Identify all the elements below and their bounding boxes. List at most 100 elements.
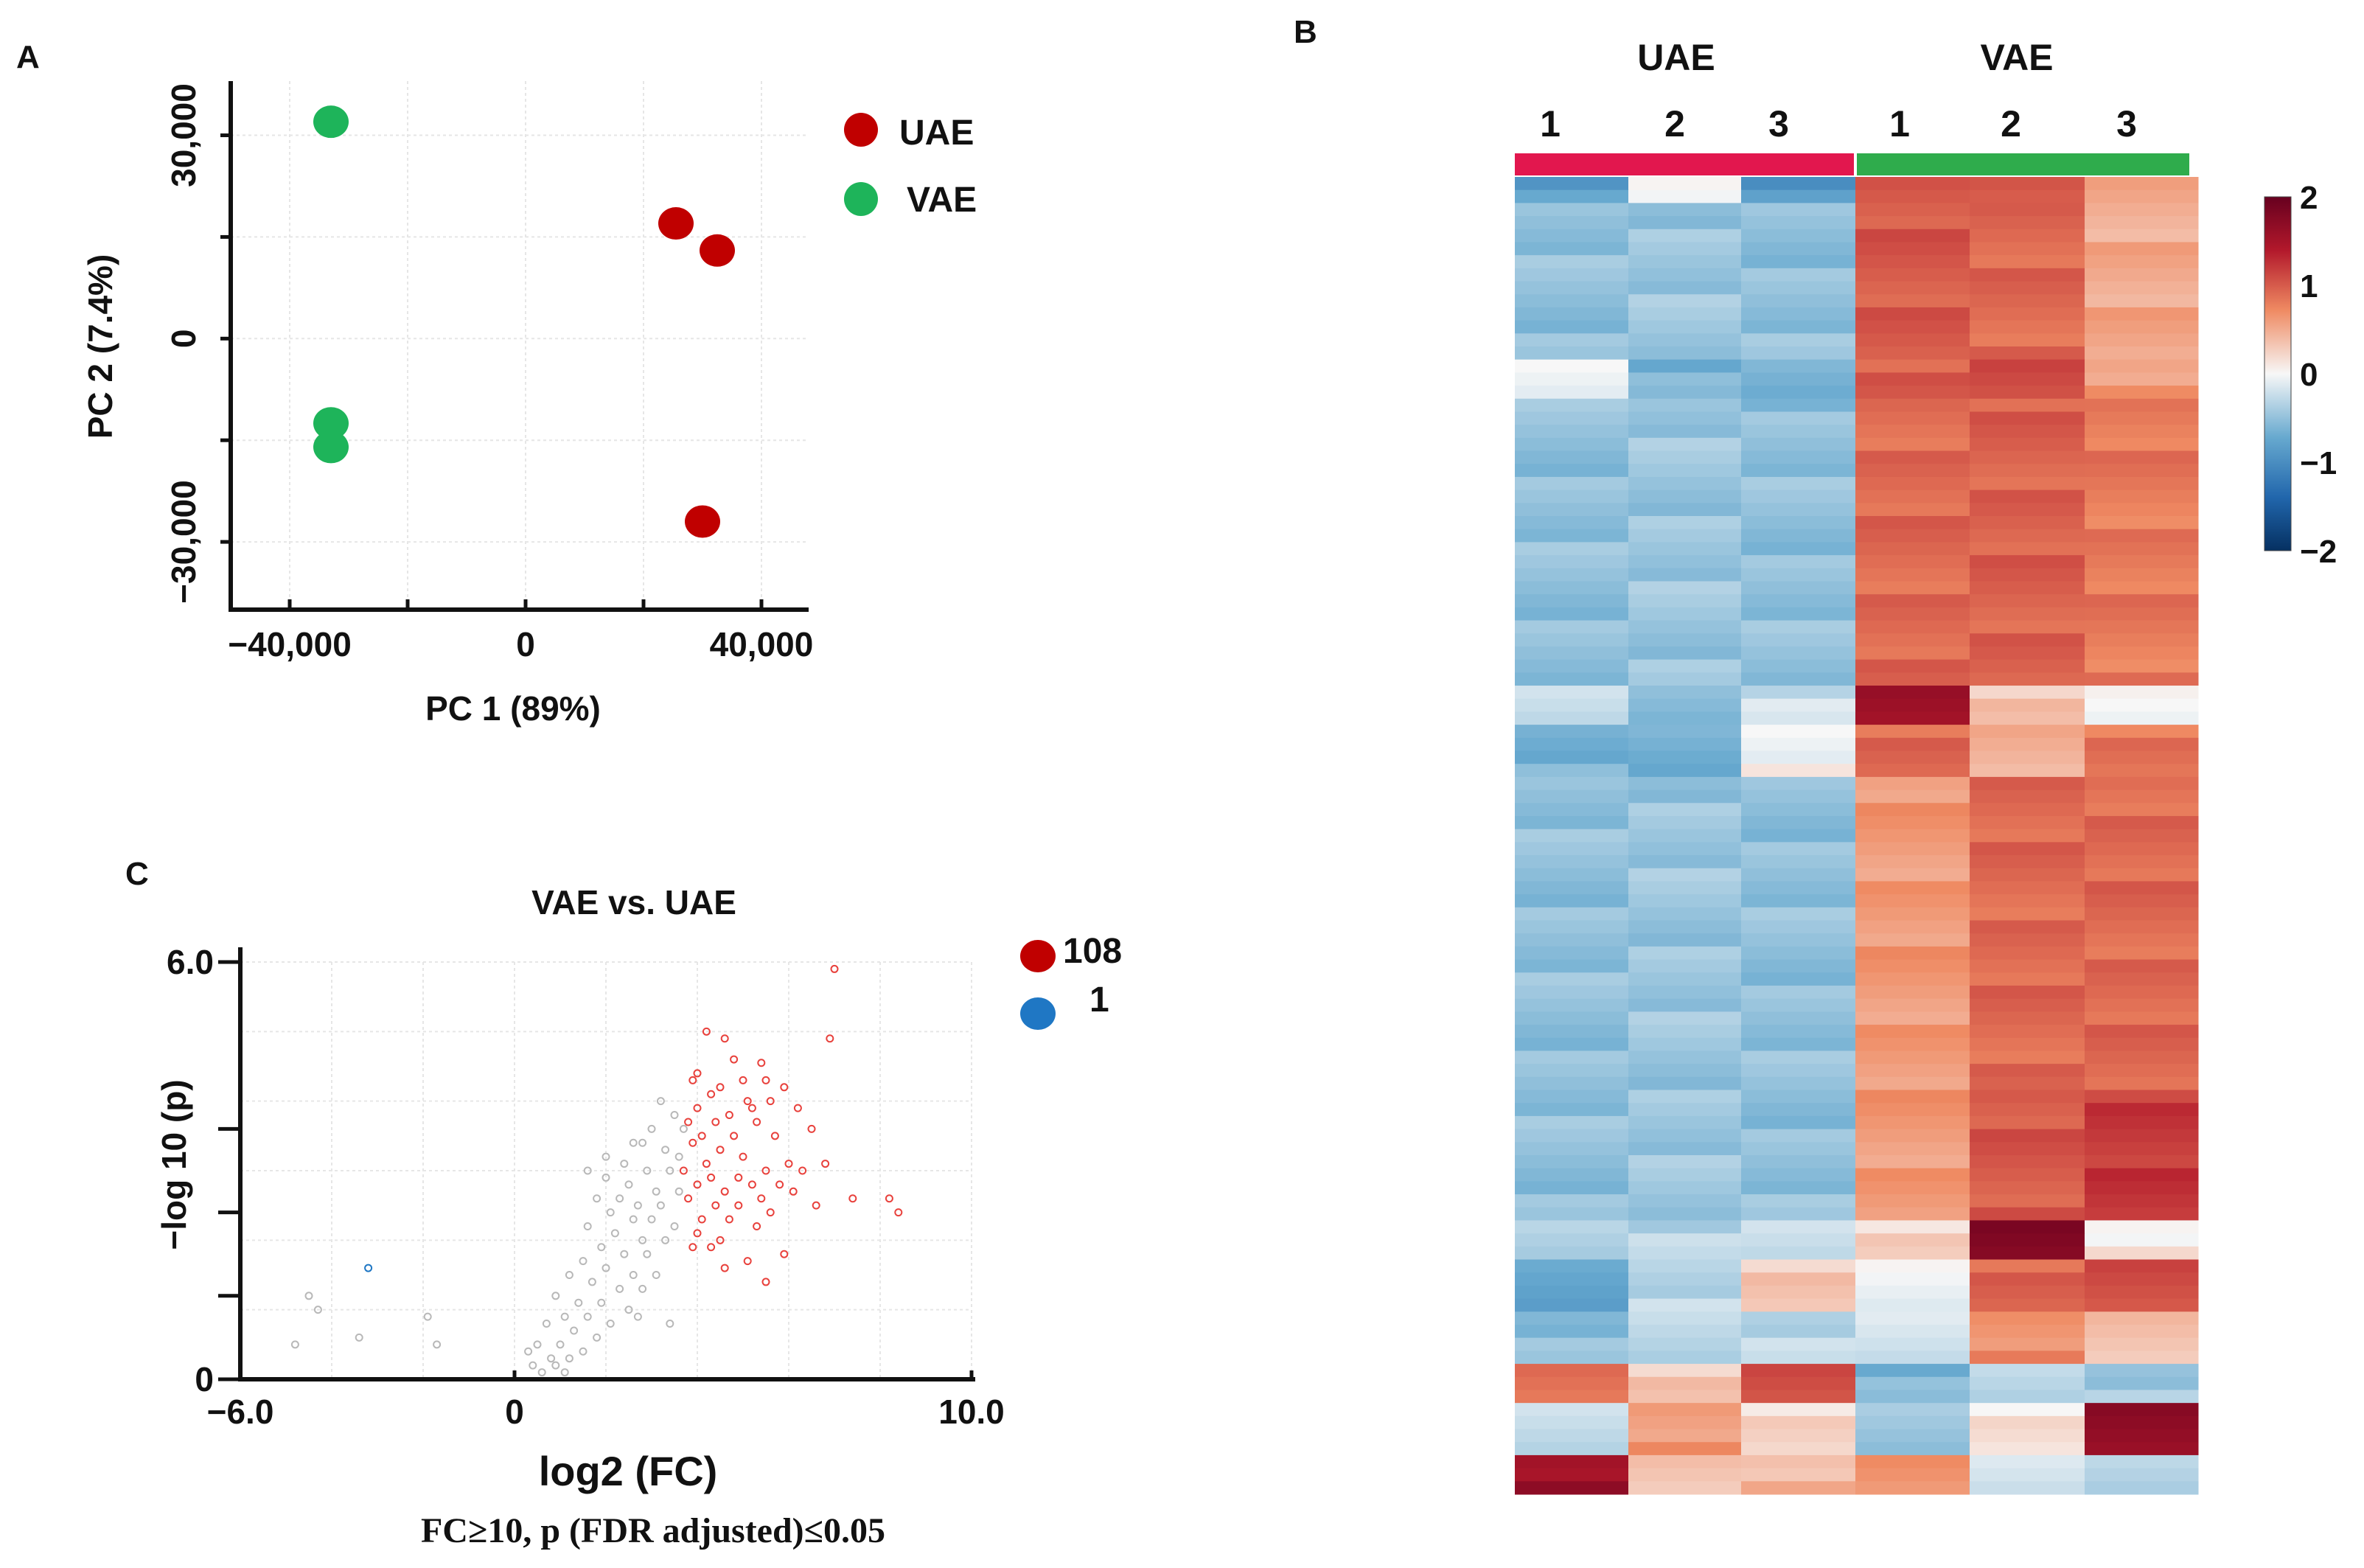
heatmap-cell (1628, 998, 1742, 1012)
heatmap-cell (1515, 998, 1629, 1012)
heatmap-cell (1855, 815, 1970, 830)
volcano-point-ns (355, 1333, 363, 1342)
heatmap-cell (1970, 1011, 2085, 1025)
heatmap-cell (1628, 646, 1742, 661)
heatmap-cell (2085, 516, 2199, 530)
heatmap-cell (1855, 1351, 1970, 1365)
volcano-point-up (766, 1097, 775, 1106)
heatmap-cell (1970, 555, 2085, 569)
pca-x-tick-label: 0 (516, 625, 535, 663)
pca-legend-marker-vae (844, 182, 878, 216)
heatmap-cell (1970, 268, 2085, 282)
heatmap-cell (2085, 411, 2199, 425)
heatmap-cell (1515, 1154, 1629, 1169)
volcano-point-ns (670, 1222, 679, 1230)
heatmap-cell (1628, 829, 1742, 843)
heatmap-cell (2085, 425, 2199, 439)
volcano-point-up (688, 1076, 697, 1084)
heatmap-cell (1741, 790, 1856, 804)
heatmap-cell (1515, 1207, 1629, 1221)
heatmap-cell (1855, 933, 1970, 947)
heatmap-cell (1628, 542, 1742, 556)
heatmap-cell (1741, 1207, 1856, 1221)
pca-point-uae (700, 234, 735, 267)
heatmap-cell (1628, 1246, 1742, 1261)
volcano-point-ns (616, 1194, 624, 1203)
heatmap-cell (1970, 464, 2085, 478)
heatmap-cell (1515, 620, 1629, 634)
heatmap-cell (1741, 1324, 1856, 1339)
heatmap-cell (1970, 881, 2085, 895)
heatmap-cell (1515, 1103, 1629, 1117)
volcano-point-ns (674, 1187, 683, 1196)
heatmap-cell (2085, 1050, 2199, 1065)
heatmap-cell (1970, 1220, 2085, 1234)
volcano-point-ns (583, 1222, 592, 1230)
heatmap-cell (1970, 933, 2085, 947)
heatmap-cell (1970, 894, 2085, 908)
heatmap-cell (1515, 359, 1629, 373)
volcano-point-ns (423, 1312, 432, 1321)
heatmap-cell (1855, 894, 1970, 908)
volcano-point-ns (629, 1271, 638, 1279)
heatmap-cell (1741, 1181, 1856, 1195)
volcano-point-up (780, 1250, 789, 1258)
volcano-x-label: log2 (FC) (539, 1448, 718, 1494)
heatmap-cell (1970, 829, 2085, 843)
heatmap-cell (1855, 907, 1970, 921)
heatmap-cell (1515, 216, 1629, 230)
heatmap-cell (1628, 1129, 1742, 1143)
heatmap-cell (2085, 386, 2199, 400)
heatmap-cell (1855, 1442, 1970, 1456)
volcano-point-ns (593, 1194, 602, 1203)
pca-panel: A −40,000 0 40,000 −30,000 0 30,000 PC 1 (89%… (16, 39, 977, 728)
volcano-point-ns (537, 1368, 546, 1377)
heatmap-cell (1855, 1337, 1970, 1351)
heatmap-cell (1515, 959, 1629, 973)
heatmap-cell (1855, 607, 1970, 621)
heatmap-cell (1741, 1076, 1856, 1091)
heatmap-cell (1741, 933, 1856, 947)
volcano-point-up (725, 1215, 733, 1224)
volcano-point-up (885, 1194, 893, 1203)
heatmap-cell (1628, 920, 1742, 934)
volcano-point-ns (579, 1257, 587, 1266)
heatmap-cell (1515, 815, 1629, 830)
heatmap-cell (1741, 1285, 1856, 1300)
heatmap-cell (1741, 359, 1856, 373)
volcano-gridlines (240, 961, 972, 1379)
heatmap-cell (1515, 1168, 1629, 1182)
heatmap-cell (1855, 920, 1970, 934)
heatmap-cell (1515, 398, 1629, 412)
colorbar (2264, 196, 2292, 551)
heatmap-cell (1741, 1481, 1856, 1495)
heatmap-cell (1628, 750, 1742, 764)
heatmap-cell (1855, 1259, 1970, 1273)
heatmap-cell (1741, 725, 1856, 739)
volcano-legend-marker-up (1020, 940, 1056, 972)
heatmap-sample-vae-3: 3 (2116, 103, 2137, 144)
heatmap-cell (1515, 229, 1629, 243)
volcano-point-ns (560, 1312, 569, 1321)
heatmap-cell (1741, 1090, 1856, 1104)
heatmap-cell (1741, 1272, 1856, 1286)
volcano-point-up (812, 1201, 820, 1210)
heatmap-cell (1515, 255, 1629, 269)
heatmap-cell (2085, 907, 2199, 921)
heatmap-cell (1855, 646, 1970, 661)
volcano-point-ns (579, 1347, 587, 1356)
volcano-point-ns (602, 1264, 610, 1272)
heatmap-cell (1855, 790, 1970, 804)
volcano-point-up (711, 1118, 720, 1126)
heatmap-cell (1855, 1298, 1970, 1312)
heatmap-cell (1628, 698, 1742, 712)
volcano-point-ns (624, 1306, 633, 1314)
heatmap-cell (1515, 503, 1629, 517)
heatmap-cell (1515, 686, 1629, 700)
heatmap-cell (1970, 1115, 2085, 1130)
heatmap-cell (1970, 1351, 2085, 1365)
heatmap-cell (1855, 1390, 1970, 1404)
heatmap-cell (1970, 985, 2085, 1000)
heatmap-cell (1970, 659, 2085, 673)
volcano-point-up (793, 1104, 802, 1112)
